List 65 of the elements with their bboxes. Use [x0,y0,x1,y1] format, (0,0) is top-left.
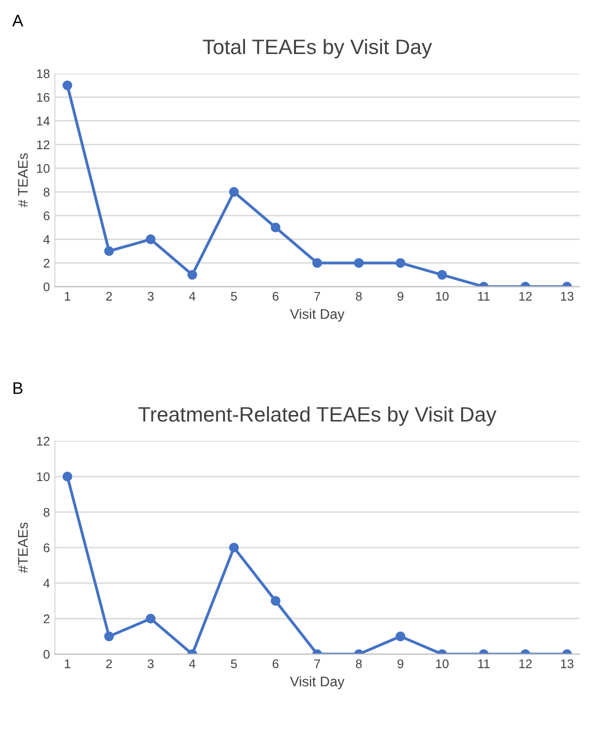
y-tick-label: 10 [37,472,50,482]
x-axis-title: Visit Day [290,676,344,690]
x-tick-label: 3 [148,659,154,668]
point [146,614,156,624]
x-tick-label: 8 [356,659,362,668]
x-tick-label: 13 [561,659,574,668]
y-tick-label: 2 [44,258,50,268]
x-tick-label: 12 [519,659,532,668]
x-tick-label: 6 [272,659,278,668]
x-tick-label: 3 [148,292,154,301]
x-tick-label: 11 [478,292,490,301]
y-axis-title: #TEAEs [18,522,28,573]
y-tick-label: 0 [44,650,50,659]
x-tick-label: 11 [478,659,490,668]
x-tick-label: 1 [64,292,70,301]
y-tick-label: 6 [44,543,50,552]
point [270,596,280,606]
point [229,187,239,197]
x-tick-label: 12 [519,292,532,301]
point [146,234,156,244]
y-tick-label: 12 [37,436,50,446]
point [187,270,198,280]
y-tick-label: 2 [44,614,50,624]
x-tick-label: 1 [64,659,70,668]
x-axis-title: Visit Day [290,308,344,322]
point [270,222,280,232]
text: A [12,14,24,26]
x-tick-label: 9 [398,292,404,301]
point [104,246,114,256]
x-tick-label: 10 [436,292,449,301]
x-tick-label: 6 [272,292,278,301]
x-tick-label: 5 [230,659,237,668]
y-tick-label: 16 [37,92,50,102]
y-tick-label: 0 [44,282,50,292]
x-tick-label: 13 [561,292,574,301]
x-tick-label: 8 [356,292,362,301]
y-tick-label: 10 [37,164,50,173]
y-tick-label: 8 [44,508,50,517]
x-tick-label: 9 [398,659,404,668]
point [229,542,239,552]
chart-title: Treatment-Related TEAEs by Visit Day [138,406,496,426]
x-tick-label: 4 [189,292,196,301]
point [354,258,364,268]
x-tick-label: 7 [314,292,320,301]
y-tick-label: 14 [37,116,50,126]
y-axis-title: # TEAEs [18,153,28,208]
point [312,258,322,268]
x-tick-label: 7 [314,659,320,668]
chart-title: Total TEAEs by Visit Day [202,38,432,58]
y-tick-label: 6 [44,211,50,220]
point [62,472,72,482]
x-tick-label: 10 [436,659,449,668]
point [62,80,72,90]
text: B [14,382,22,394]
point [396,258,406,268]
x-tick-label: 2 [106,659,112,668]
x-tick-label: 5 [230,292,237,301]
y-tick-label: 4 [43,579,50,588]
y-tick-label: 4 [43,235,50,244]
y-tick-label: 12 [37,140,50,150]
point [437,270,447,280]
y-tick-label: 8 [44,188,50,197]
y-tick-label: 18 [37,69,50,78]
x-tick-label: 2 [106,292,112,301]
x-tick-label: 4 [189,659,196,668]
